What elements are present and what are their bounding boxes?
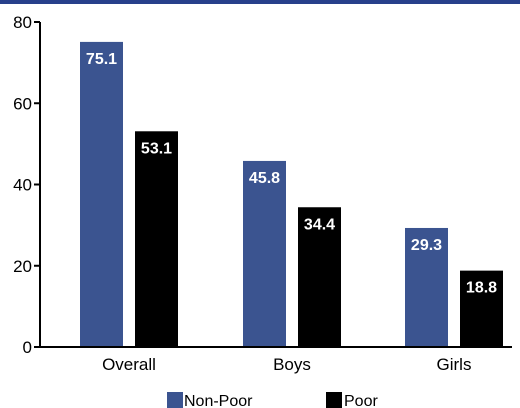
data-label-non-poor-girls: 29.3 <box>411 237 442 254</box>
bar-non-poor-girls <box>405 227 448 347</box>
bar-poor-overall <box>135 131 178 347</box>
legend-label-poor: Poor <box>344 393 378 408</box>
data-label-poor-girls: 18.8 <box>466 280 497 297</box>
data-label-poor-boys: 34.4 <box>304 216 335 233</box>
data-label-non-poor-overall: 75.1 <box>86 51 117 68</box>
bars-group <box>80 41 503 347</box>
data-labels-group: 75.1 53.1 45.8 34.4 29.3 18.8 <box>86 51 497 297</box>
y-tick-label: 40 <box>13 176 32 195</box>
data-label-non-poor-boys: 45.8 <box>249 170 280 187</box>
y-tick-label: 80 <box>13 13 32 32</box>
x-category-label: Girls <box>437 355 472 374</box>
bar-non-poor-overall <box>80 41 123 347</box>
legend-label-non-poor: Non-Poor <box>184 393 253 408</box>
y-tick-label: 20 <box>13 257 32 276</box>
x-category-label: Overall <box>102 355 156 374</box>
title-strip <box>0 0 520 4</box>
legend-swatch-poor <box>326 392 342 408</box>
y-tick-label: 0 <box>23 338 32 357</box>
y-ticks-group: 0 20 40 60 80 <box>13 13 40 357</box>
y-tick-label: 60 <box>13 94 32 113</box>
bar-poor-boys <box>298 207 341 347</box>
bar-non-poor-boys <box>243 160 286 347</box>
legend-swatch-non-poor <box>167 392 183 408</box>
legend: Non-Poor Poor <box>167 392 378 408</box>
x-labels-group: Overall Boys Girls <box>102 355 471 374</box>
x-category-label: Boys <box>273 355 311 374</box>
data-label-poor-overall: 53.1 <box>141 140 172 157</box>
bar-poor-girls <box>460 270 503 347</box>
